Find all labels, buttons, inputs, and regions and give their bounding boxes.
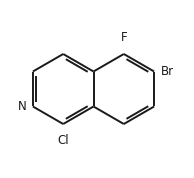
Text: Br: Br — [160, 65, 174, 78]
Text: N: N — [18, 100, 27, 113]
Text: Cl: Cl — [57, 134, 69, 147]
Text: F: F — [120, 31, 127, 44]
